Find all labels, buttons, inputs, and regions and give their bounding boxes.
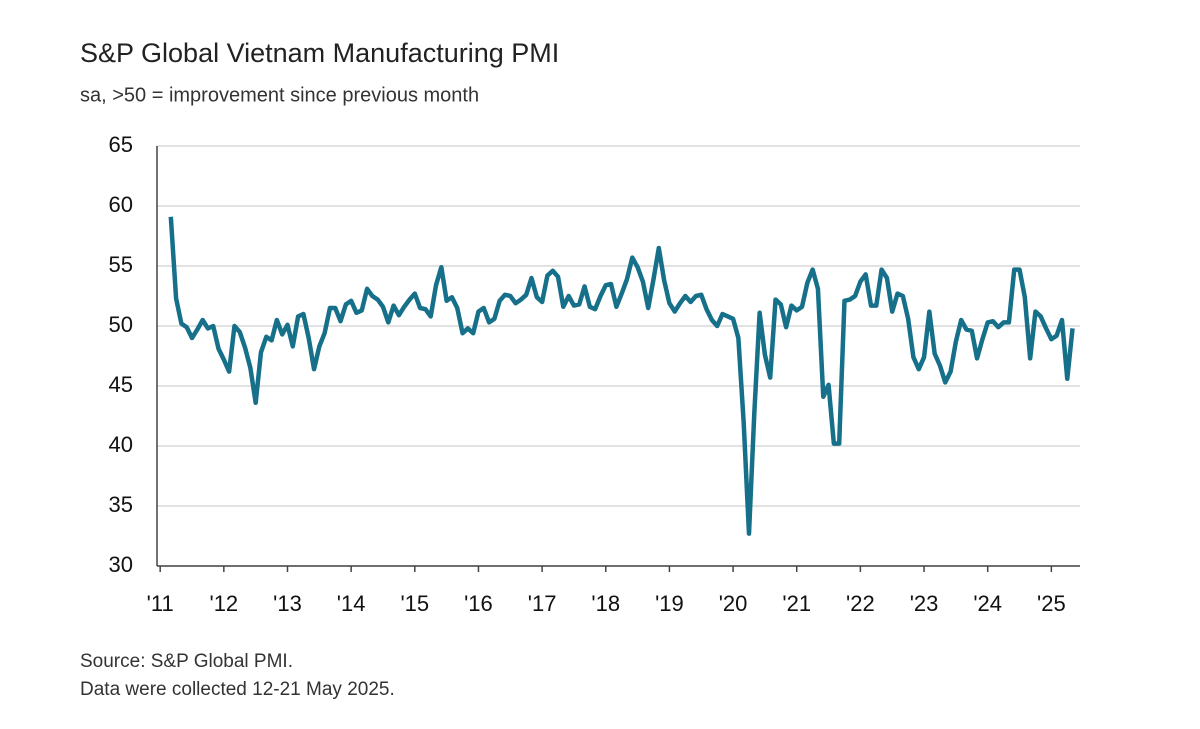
x-tick-label: '11	[147, 591, 174, 616]
y-tick-label: 40	[109, 432, 133, 457]
data-line	[168, 216, 1075, 536]
x-tick-label: '19	[655, 591, 684, 616]
y-tick-label: 60	[109, 192, 133, 217]
x-tick-label: '22	[846, 591, 875, 616]
x-tick-label: '12	[210, 591, 239, 616]
chart-subtitle: sa, >50 = improvement since previous mon…	[80, 84, 479, 106]
y-tick-label: 65	[109, 132, 133, 157]
x-tick-label: '21	[782, 591, 811, 616]
source: Source: S&P Global PMI.	[80, 651, 293, 672]
y-tick-label: 45	[109, 372, 133, 397]
y-tick-label: 55	[109, 252, 133, 277]
x-tick-label: '24	[973, 591, 1002, 616]
y-tick-label: 50	[109, 312, 133, 337]
x-tick-label: '15	[400, 591, 429, 616]
y-tick-label: 35	[109, 492, 133, 517]
note: Data were collected 12-21 May 2025.	[80, 679, 395, 700]
x-tick-label: '23	[910, 591, 939, 616]
x-tick-label: '16	[464, 591, 493, 616]
x-tick-label: '13	[273, 591, 302, 616]
x-tick-label: '20	[719, 591, 748, 616]
x-tick-label: '18	[591, 591, 620, 616]
y-tick-label: 30	[109, 552, 133, 577]
x-tick-label: '17	[528, 591, 557, 616]
x-tick-label: '25	[1037, 591, 1066, 616]
chart-title: S&P Global Vietnam Manufacturing PMI	[80, 38, 559, 68]
x-tick-label: '14	[337, 591, 366, 616]
